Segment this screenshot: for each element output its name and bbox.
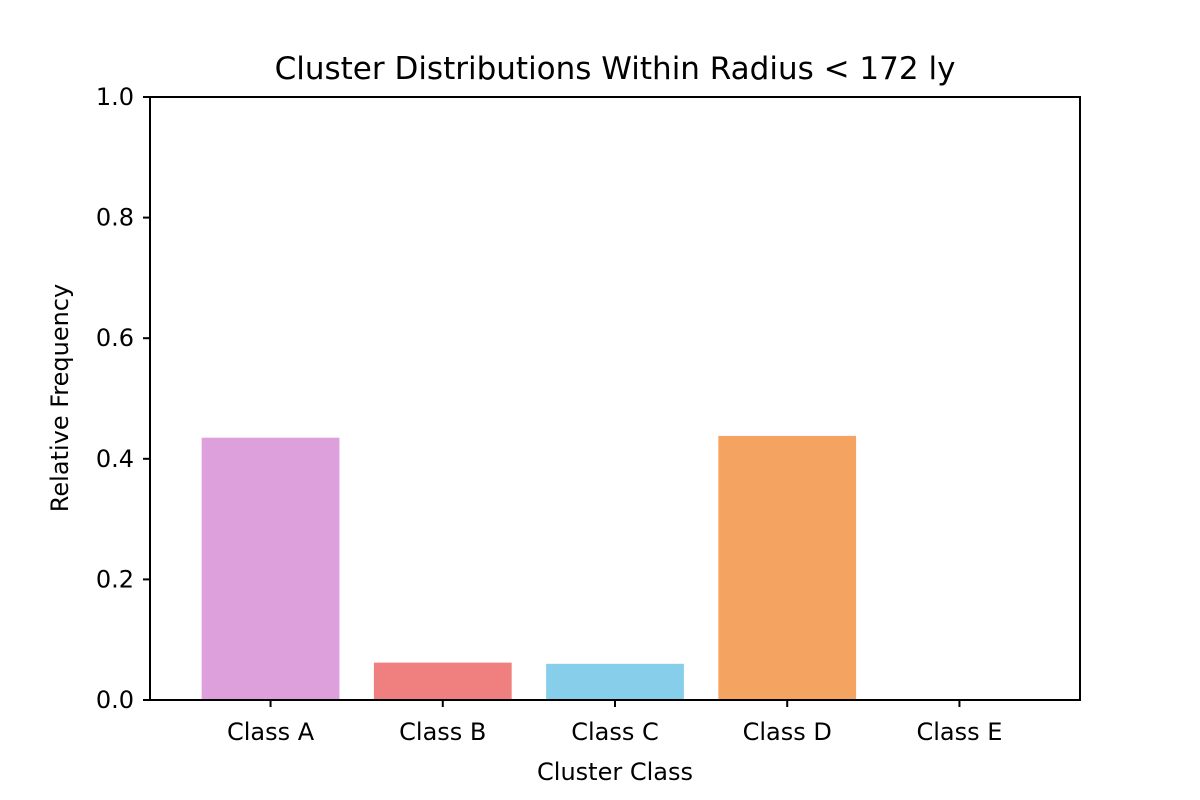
x-tick-label: Class A bbox=[227, 718, 315, 746]
x-tick-label: Class B bbox=[399, 718, 486, 746]
x-axis-ticks: Class A Class B Class C Class D Class E bbox=[227, 700, 1002, 746]
y-axis-label: Relative Frequency bbox=[46, 284, 74, 512]
x-tick-label: Class C bbox=[571, 718, 659, 746]
y-axis-ticks: 0.0 0.2 0.4 0.6 0.8 1.0 bbox=[96, 83, 150, 714]
y-tick-label: 0.0 bbox=[96, 686, 134, 714]
plot-area-frame bbox=[149, 96, 1081, 701]
bar-class-a bbox=[201, 437, 340, 700]
bar-class-d bbox=[718, 435, 857, 700]
y-tick-label: 0.2 bbox=[96, 565, 134, 593]
bars bbox=[201, 435, 857, 700]
x-tick-label: Class E bbox=[916, 718, 1002, 746]
bar-class-b bbox=[373, 662, 512, 700]
y-tick-label: 1.0 bbox=[96, 83, 134, 111]
bar-class-c bbox=[546, 663, 684, 700]
chart-title: Cluster Distributions Within Radius < 17… bbox=[275, 51, 956, 87]
y-tick-label: 0.6 bbox=[96, 324, 134, 352]
y-tick-label: 0.8 bbox=[96, 204, 134, 232]
y-tick-label: 0.4 bbox=[96, 445, 134, 473]
x-tick-label: Class D bbox=[743, 718, 832, 746]
x-axis-label: Cluster Class bbox=[537, 758, 693, 786]
